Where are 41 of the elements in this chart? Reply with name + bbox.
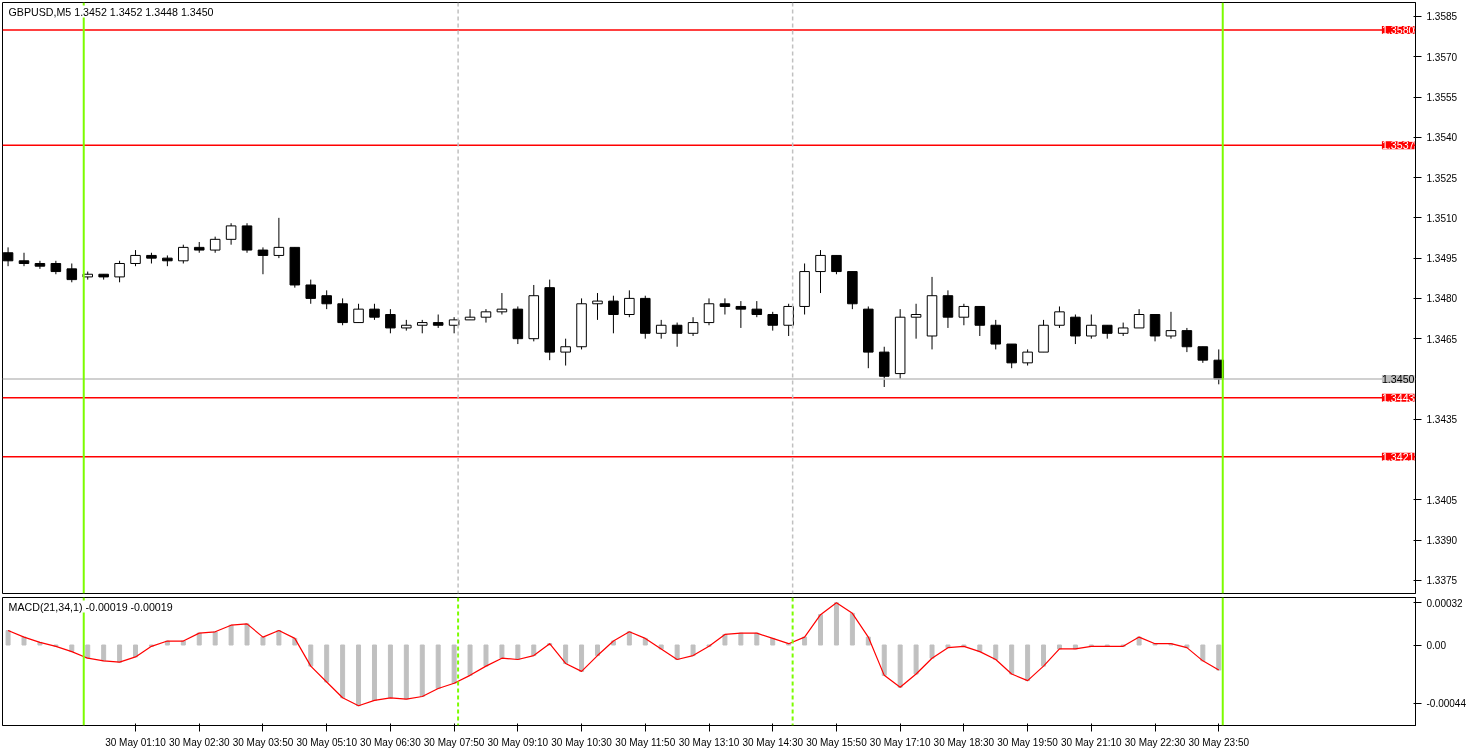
y-tick-label: 1.3375: [1426, 575, 1458, 587]
y-tick-label: 1.3585: [1426, 11, 1458, 23]
y-tick-label: -0.00044: [1426, 698, 1467, 710]
x-tick-label: 30 May 14:30: [742, 736, 804, 748]
x-tick-label: 30 May 17:10: [869, 736, 931, 748]
ref-line-label: 1.3450: [1381, 372, 1415, 385]
x-tick-label: 30 May 07:50: [423, 736, 485, 748]
chart-title: MACD(21,34,1) -0.00019 -0.00019: [8, 600, 173, 613]
x-tick-label: 30 May 15:50: [806, 736, 868, 748]
y-tick-label: 0.00: [1426, 640, 1447, 652]
ref-line-label: 1.3421: [1381, 450, 1415, 463]
x-tick-label: 30 May 13:10: [678, 736, 740, 748]
x-tick-label: 30 May 02:30: [168, 736, 230, 748]
y-tick-label: 1.3465: [1426, 333, 1458, 345]
y-tick-label: 1.3435: [1426, 414, 1458, 426]
y-tick-label: 1.3405: [1426, 494, 1458, 506]
y-tick-label: 1.3390: [1426, 535, 1458, 547]
y-tick-label: 1.3495: [1426, 253, 1458, 265]
x-tick-label: 30 May 01:10: [105, 736, 167, 748]
ref-line-label: 1.3580: [1381, 23, 1415, 36]
x-tick-label: 30 May 09:10: [487, 736, 549, 748]
x-tick-label: 30 May 05:10: [296, 736, 358, 748]
x-tick-label: 30 May 10:30: [551, 736, 613, 748]
x-tick-label: 30 May 11:50: [615, 736, 676, 748]
y-tick-label: 1.3555: [1426, 92, 1458, 104]
y-tick-label: 1.3510: [1426, 212, 1458, 224]
x-tick-label: 30 May 21:10: [1061, 736, 1123, 748]
y-tick-label: 1.3570: [1426, 51, 1458, 63]
y-tick-label: 1.3525: [1426, 172, 1458, 184]
x-tick-label: 30 May 23:50: [1188, 736, 1250, 748]
x-tick-label: 30 May 03:50: [232, 736, 294, 748]
chart-title: GBPUSD,M5 1.3452 1.3452 1.3448 1.3450: [8, 5, 214, 18]
ref-line-label: 1.3443: [1381, 391, 1415, 404]
x-tick-label: 30 May 18:30: [933, 736, 995, 748]
ref-line-label: 1.3537: [1381, 139, 1415, 152]
x-tick-label: 30 May 19:50: [997, 736, 1059, 748]
x-tick-label: 30 May 22:30: [1124, 736, 1186, 748]
x-tick-label: 30 May 06:30: [360, 736, 422, 748]
y-tick-label: 1.3540: [1426, 132, 1458, 144]
y-tick-label: 1.3480: [1426, 293, 1458, 305]
y-tick-label: 0.00032: [1426, 597, 1464, 609]
